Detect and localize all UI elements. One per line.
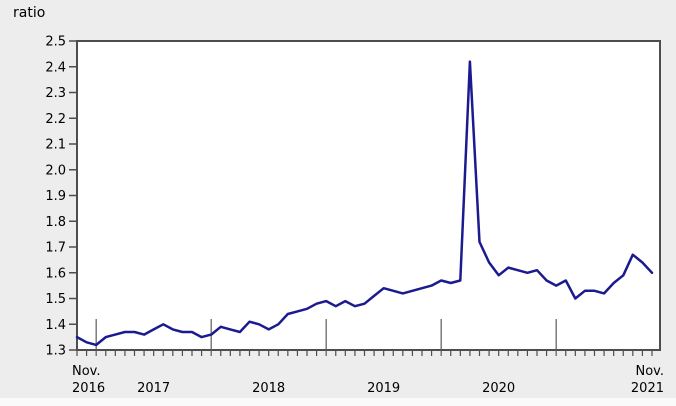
x-end-label: Nov. [636, 364, 665, 379]
y-tick-label: 2.5 [45, 35, 66, 50]
x-start-label: Nov. [72, 364, 101, 379]
x-start-label: 2016 [72, 381, 105, 396]
plot-area [76, 40, 661, 351]
y-tick-label: 2.1 [45, 138, 66, 153]
y-tick-label: 1.6 [45, 266, 66, 281]
y-tick-label: 2.4 [45, 60, 66, 75]
x-axis [76, 319, 653, 356]
y-axis: 2.5 2.4 2.3 2.2 2.1 2.0 1.9 1.8 1.7 1.6 1.5 1.4 1.3 [45, 35, 76, 359]
x-year-label: 2018 [252, 381, 285, 396]
y-tick-label: 1.8 [45, 215, 66, 230]
y-tick-label: 1.4 [45, 318, 66, 333]
x-year-label: 2019 [367, 381, 400, 396]
x-year-label: 2020 [482, 381, 515, 396]
x-year-label: 2017 [137, 381, 170, 396]
y-tick-label: 1.7 [45, 241, 66, 256]
y-axis-unit-label: ratio [13, 5, 46, 21]
y-tick-label: 2.2 [45, 112, 66, 127]
y-tick-label: 2.3 [45, 86, 66, 101]
bottom-strip [0, 398, 676, 406]
y-tick-label: 2.0 [45, 163, 66, 178]
y-tick-label: 1.3 [45, 344, 66, 359]
axis-labels: 2017 2018 2019 2020 Nov. 2016 Nov. 2021 [72, 364, 664, 396]
x-end-label: 2021 [631, 381, 664, 396]
plot-area-group [76, 40, 661, 351]
series-line [75, 60, 654, 347]
y-tick-label: 1.9 [45, 189, 66, 204]
y-tick-label: 1.5 [45, 292, 66, 307]
series-group [75, 60, 654, 347]
